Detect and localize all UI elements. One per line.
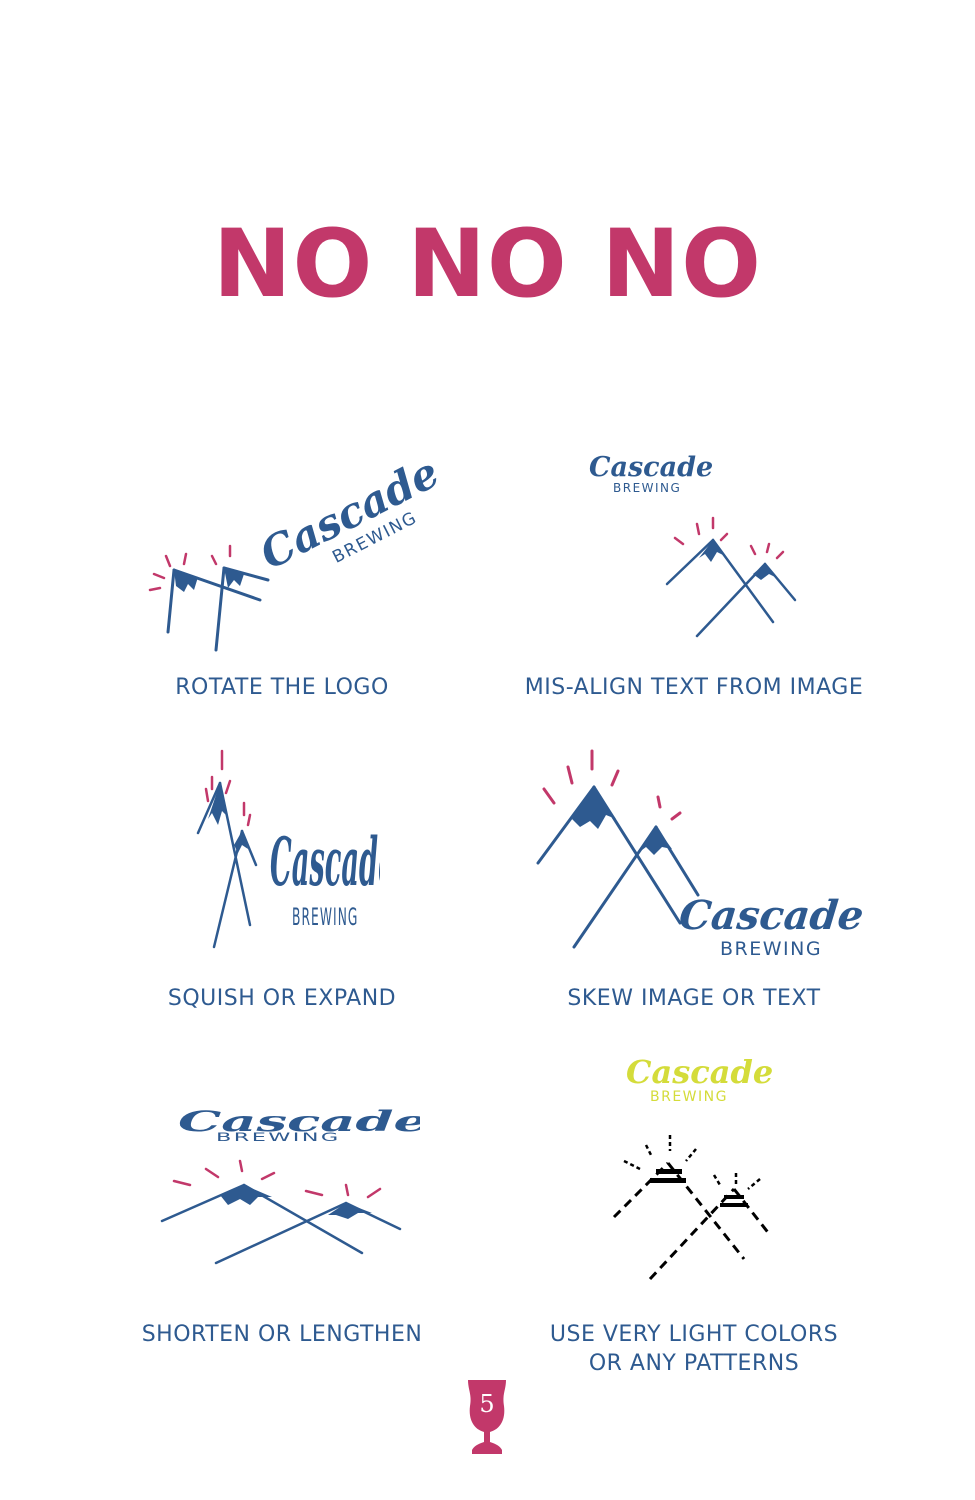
logo-subtext: BREWING [292,904,358,932]
caption-shorten: SHORTEN OR LENGTHEN [141,1322,423,1347]
squished-logo-example: Cascade BREWING [196,749,380,949]
caption-light-colors-line1: USE VERY LIGHT COLORS [549,1322,839,1347]
page-title: NO NO NO [212,210,763,319]
light-color-pattern-logo-example: Cascade BREWING [612,1053,773,1281]
page-number-badge: 5 [462,1378,512,1456]
caption-squish: SQUISH OR EXPAND [167,986,397,1011]
caption-misalign: MIS-ALIGN TEXT FROM IMAGE [524,675,864,700]
stretched-logo-example: Cascade BREWING [160,1105,420,1265]
logo-wordmark: Cascade [677,892,866,939]
caption-rotate: ROTATE THE LOGO [175,675,389,700]
logo-wordmark: Cascade [178,1105,420,1138]
logo-wordmark: Cascade [626,1053,773,1091]
caption-light-colors: USE VERY LIGHT COLORS OR ANY PATTERNS [487,1320,901,1378]
caption-skew: SKEW IMAGE OR TEXT [567,986,821,1011]
logo-subtext: BREWING [613,481,681,495]
logo-wordmark: Cascade [270,824,380,901]
logo-wordmark: Cascade [589,452,713,483]
rotated-logo-example: Cascade BREWING [148,448,440,652]
caption-light-colors-line2: OR ANY PATTERNS [588,1351,800,1376]
logo-subtext: BREWING [650,1089,728,1105]
logo-subtext: BREWING [720,938,822,960]
misaligned-logo-example: Cascade BREWING [589,452,797,638]
page-number: 5 [479,1390,495,1418]
skewed-logo-example: Cascade BREWING [536,749,866,960]
beer-glass-icon [468,1380,506,1454]
logo-subtext: BREWING [216,1132,341,1145]
